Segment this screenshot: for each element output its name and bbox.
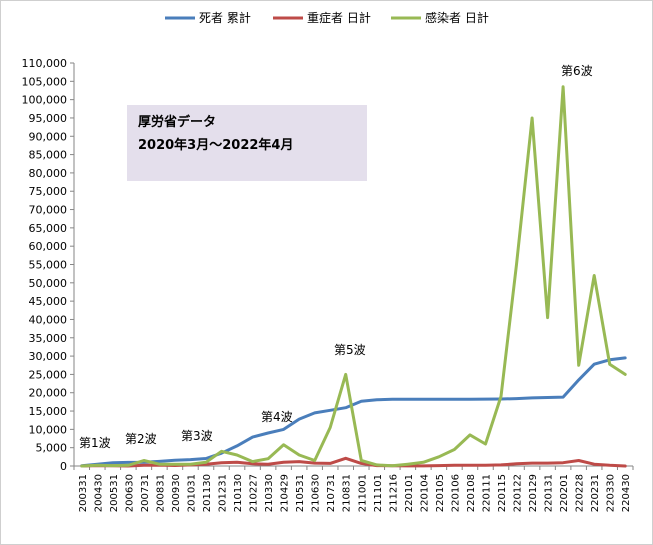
- note-box: [127, 105, 367, 181]
- y-tick-label: 80,000: [29, 167, 68, 180]
- x-tick-label: 220104: [419, 474, 430, 512]
- y-tick-label: 25,000: [29, 368, 68, 381]
- x-tick-label: 201130: [202, 474, 213, 512]
- x-tick-label: 210429: [280, 474, 291, 512]
- y-tick-label: 50,000: [29, 277, 68, 290]
- x-tick-label: 220129: [528, 474, 539, 512]
- wave-annotations: 第1波 第2波 第3波 第4波 第5波 第6波: [79, 64, 593, 450]
- series-lines: [80, 85, 627, 468]
- y-tick-label: 85,000: [29, 149, 68, 162]
- x-tick-label: 220106: [450, 474, 461, 512]
- x-tick-label: 220108: [466, 474, 477, 512]
- x-tick-label: 220101: [404, 474, 415, 512]
- x-tick-label: 200630: [124, 474, 135, 512]
- wave-4-label: 第4波: [261, 410, 293, 424]
- y-tick-label: 75,000: [29, 185, 68, 198]
- x-tick-label: 220131: [544, 474, 555, 512]
- x-tick-label: 220430: [621, 474, 632, 512]
- x-tick-label: 210630: [311, 474, 322, 512]
- x-tick-label: 220231: [590, 474, 601, 512]
- x-tick-label: 220201: [559, 474, 570, 512]
- x-tick-label: 210831: [342, 474, 353, 512]
- y-tick-label: 0: [60, 460, 67, 473]
- x-tick-label: 210330: [264, 474, 275, 512]
- x-tick-label: 210227: [249, 474, 260, 512]
- y-tick-label: 105,000: [22, 75, 68, 88]
- wave-3-label: 第3波: [181, 429, 213, 443]
- y-tick-label: 60,000: [29, 240, 68, 253]
- wave-2-label: 第2波: [125, 432, 157, 446]
- x-tick-label: 201031: [186, 474, 197, 512]
- x-tick-label: 220122: [513, 474, 524, 512]
- y-tick-label: 65,000: [29, 222, 68, 235]
- y-tick-label: 20,000: [29, 387, 68, 400]
- note-period: 2020年3月～2022年4月: [138, 137, 293, 153]
- x-tick-label: 200731: [140, 474, 151, 512]
- legend: 死者 累計 重症者 日計 感染者 日計: [165, 10, 489, 25]
- series-line-infections: [80, 85, 627, 468]
- wave-6-label: 第6波: [561, 64, 593, 78]
- x-ticks: 200331 200430 200531 200630 200731 200831 2009…: [73, 466, 634, 512]
- x-tick-label: 200531: [109, 474, 120, 512]
- y-tick-label: 70,000: [29, 204, 68, 217]
- legend-label-infections: 感染者 日計: [425, 10, 489, 25]
- y-tick-label: 40,000: [29, 313, 68, 326]
- x-tick-label: 211001: [357, 474, 368, 512]
- x-tick-label: 220330: [606, 474, 617, 512]
- x-tick-label: 210731: [326, 474, 337, 512]
- x-tick-label: 220115: [497, 474, 508, 512]
- y-tick-label: 15,000: [29, 405, 68, 418]
- x-tick-label: 220228: [575, 474, 586, 512]
- x-tick-label: 220105: [435, 474, 446, 512]
- y-tick-label: 35,000: [29, 332, 68, 345]
- y-tick-label: 30,000: [29, 350, 68, 363]
- y-tick-label: 95,000: [29, 112, 68, 125]
- y-ticks: 0 5,000 10,000 15,000 20,000 25,000 30,000 35,0…: [22, 57, 74, 473]
- y-tick-label: 55,000: [29, 259, 68, 272]
- y-tick-label: 45,000: [29, 295, 68, 308]
- note-title: 厚労省データ: [138, 114, 216, 130]
- x-tick-label: 211101: [373, 474, 384, 512]
- x-tick-label: 200331: [78, 474, 89, 512]
- legend-label-deaths: 死者 累計: [199, 10, 251, 25]
- x-tick-label: 220111: [481, 474, 492, 512]
- y-tick-label: 5,000: [36, 442, 68, 455]
- x-tick-label: 201231: [218, 474, 229, 512]
- x-tick-label: 211216: [388, 474, 399, 512]
- legend-label-severe: 重症者 日計: [307, 10, 371, 25]
- y-tick-label: 10,000: [29, 423, 68, 436]
- y-tick-label: 100,000: [22, 94, 68, 107]
- x-tick-label: 200930: [171, 474, 182, 512]
- y-tick-label: 110,000: [22, 57, 68, 70]
- x-tick-label: 210130: [233, 474, 244, 512]
- y-tick-label: 90,000: [29, 130, 68, 143]
- x-tick-label: 200430: [93, 474, 104, 512]
- wave-1-label: 第1波: [79, 436, 111, 450]
- x-tick-label: 200831: [155, 474, 166, 512]
- x-tick-label: 210531: [295, 474, 306, 512]
- wave-5-label: 第5波: [334, 343, 366, 357]
- series-line-deaths: [80, 356, 627, 468]
